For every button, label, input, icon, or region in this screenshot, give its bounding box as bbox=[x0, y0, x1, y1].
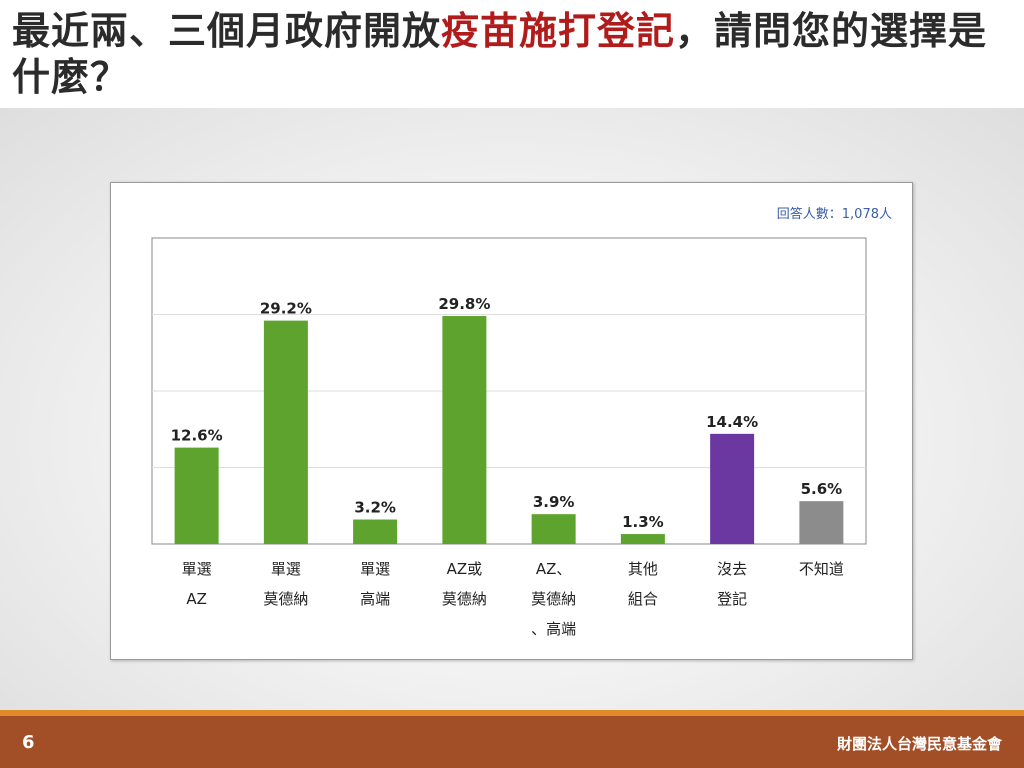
data-label: 12.6% bbox=[171, 427, 223, 445]
tick-label: 單選 bbox=[271, 560, 301, 578]
respondent-count: 回答人數：1,078人 bbox=[776, 207, 892, 222]
title-part-2: ，請問您的選擇是什麼？ bbox=[12, 9, 988, 99]
data-label: 29.8% bbox=[438, 295, 490, 313]
tick-label: 莫德納 bbox=[531, 590, 576, 608]
tick-label: AZ或 bbox=[447, 560, 483, 578]
data-label: 14.4% bbox=[706, 413, 758, 431]
title-part-1: 最近兩、三個月政府開放 bbox=[12, 9, 442, 53]
tick-label: 組合 bbox=[628, 590, 658, 608]
data-label: 29.2% bbox=[260, 300, 312, 318]
tick-label: AZ bbox=[186, 590, 207, 608]
bar bbox=[620, 534, 665, 544]
tick-label: 單選 bbox=[182, 560, 212, 578]
chart-frame: 12.6% 單選 AZ 29.2% 單選莫德納 3.2% 單選高端 29.8% AZ或莫德納 3.… bbox=[110, 182, 913, 660]
bar bbox=[799, 501, 844, 544]
tick-label: 沒去 bbox=[717, 560, 747, 578]
organization-name: 財團法人台灣民意基金會 bbox=[836, 735, 1002, 753]
tick-label: 莫德納 bbox=[442, 590, 487, 608]
tick-label: 、高端 bbox=[531, 620, 576, 638]
bar bbox=[710, 433, 755, 544]
page-number: 6 bbox=[22, 732, 35, 753]
tick-label: 其他 bbox=[628, 560, 658, 578]
tick-label: AZ、 bbox=[536, 560, 572, 578]
footer: 6 財團法人台灣民意基金會 bbox=[0, 716, 1024, 768]
bar bbox=[353, 519, 398, 544]
tick-label: 高端 bbox=[360, 590, 390, 608]
title-highlight: 疫苗施打登記 bbox=[441, 9, 676, 53]
data-label: 3.2% bbox=[354, 499, 396, 517]
bar bbox=[263, 320, 308, 544]
tick-label: 登記 bbox=[717, 590, 747, 608]
data-label: 3.9% bbox=[533, 493, 575, 511]
slide-title: 最近兩、三個月政府開放疫苗施打登記，請問您的選擇是什麼？ bbox=[12, 8, 1012, 100]
bar bbox=[531, 514, 576, 544]
data-label: 1.3% bbox=[622, 513, 664, 531]
bar bbox=[174, 447, 219, 544]
tick-label: 單選 bbox=[360, 560, 390, 578]
footer-stripe bbox=[0, 710, 1024, 716]
tick-label: 莫德納 bbox=[263, 590, 308, 608]
data-label: 5.6% bbox=[801, 480, 843, 498]
bar bbox=[442, 316, 487, 544]
tick-label: 不知道 bbox=[799, 560, 844, 578]
